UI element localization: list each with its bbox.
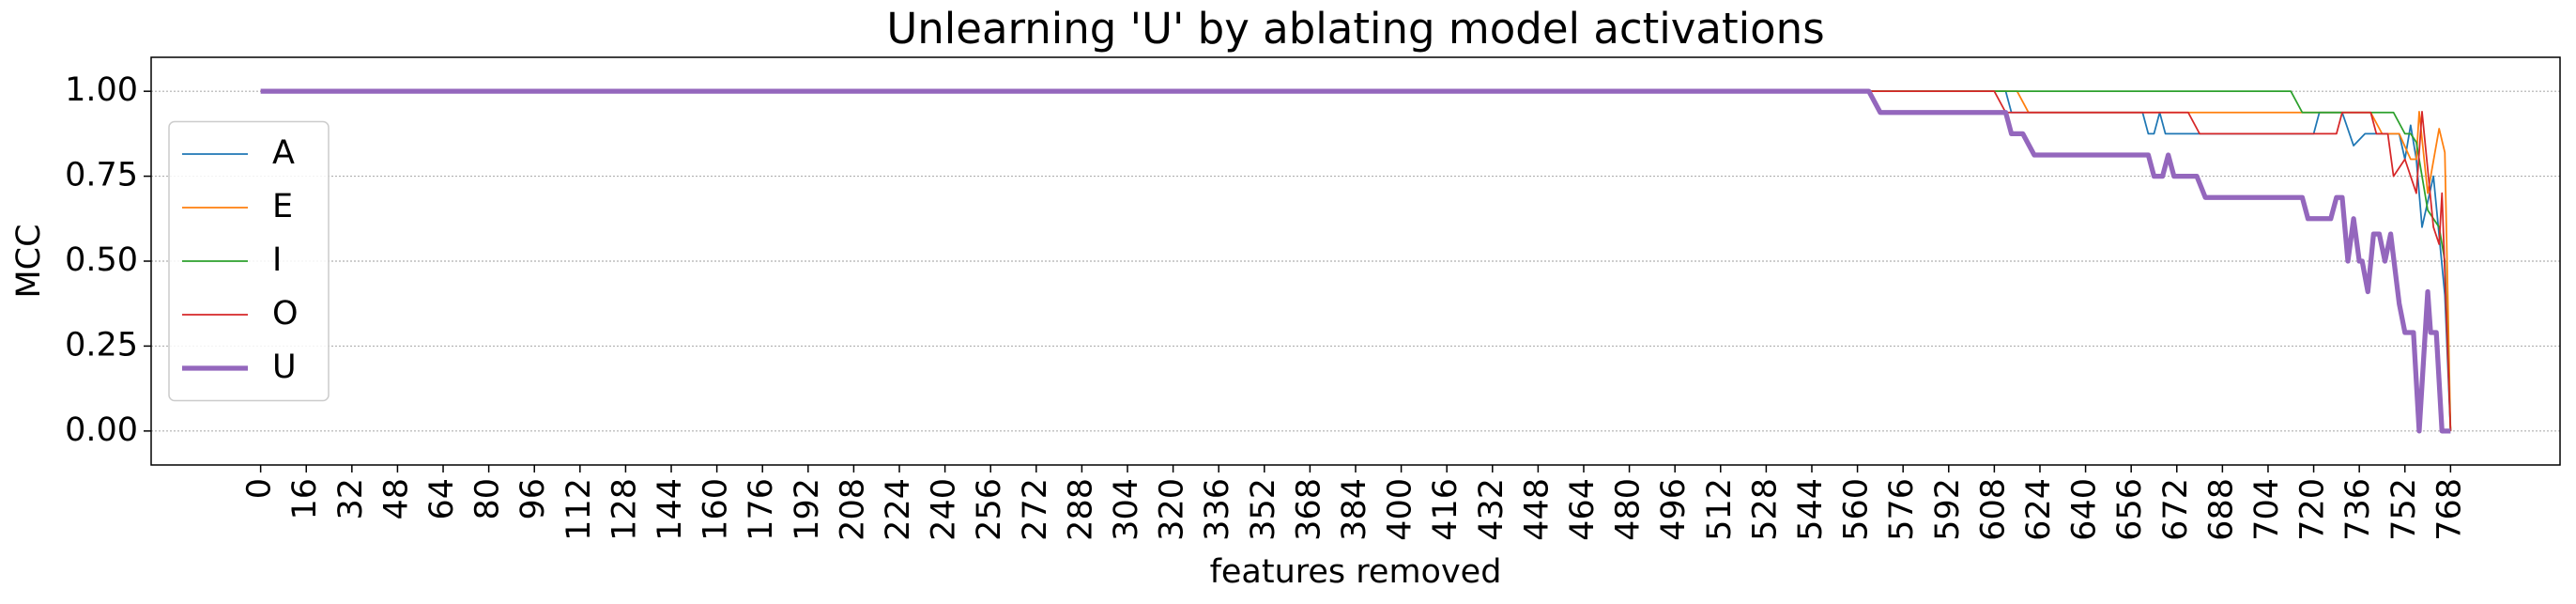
legend-label: E xyxy=(272,188,293,225)
x-tick-label: 448 xyxy=(1518,478,1556,541)
x-tick-label: 672 xyxy=(2157,478,2195,541)
x-tick-label: 416 xyxy=(1427,478,1464,541)
x-tick-label: 48 xyxy=(377,478,415,520)
x-tick-label: 288 xyxy=(1062,478,1099,541)
legend-box xyxy=(168,120,330,402)
x-tick-label: 368 xyxy=(1290,478,1327,541)
legend-label: I xyxy=(272,241,282,279)
x-tick-label: 320 xyxy=(1154,478,1191,541)
x-tick-label: 496 xyxy=(1655,478,1693,541)
x-tick-label: 384 xyxy=(1336,478,1373,541)
y-tick-label: 0.75 xyxy=(65,157,138,194)
x-tick-label: 336 xyxy=(1199,478,1236,541)
x-tick-label: 64 xyxy=(423,478,461,520)
x-tick-label: 80 xyxy=(469,478,507,520)
x-tick-label: 720 xyxy=(2294,478,2332,541)
series-line xyxy=(260,90,2452,431)
x-tick-label: 480 xyxy=(1610,478,1648,541)
x-tick-label: 256 xyxy=(971,478,1008,541)
x-tick-label: 400 xyxy=(1382,478,1419,541)
x-tick-label: 160 xyxy=(698,478,735,541)
x-tick-label: 512 xyxy=(1701,478,1739,541)
y-axis-label: MCC xyxy=(10,224,48,298)
x-tick-label: 192 xyxy=(789,478,826,541)
x-tick-label: 640 xyxy=(2066,478,2104,541)
x-tick-label: 592 xyxy=(1929,478,1967,541)
x-tick-label: 304 xyxy=(1108,478,1145,541)
x-tick-label: 736 xyxy=(2339,478,2377,541)
x-axis-label: features removed xyxy=(1210,553,1502,591)
x-tick-label: 752 xyxy=(2385,478,2423,541)
plot-frame xyxy=(150,56,2561,466)
x-tick-label: 464 xyxy=(1564,478,1602,541)
y-tick-label: 0.50 xyxy=(65,241,138,279)
x-tick-label: 624 xyxy=(2020,478,2058,541)
y-tick-label: 0.25 xyxy=(65,326,138,364)
y-tick-label: 1.00 xyxy=(65,71,138,109)
x-tick-label: 208 xyxy=(834,478,871,541)
series-line xyxy=(260,90,2452,431)
series-line xyxy=(260,88,2451,434)
x-tick-label: 128 xyxy=(606,478,643,541)
x-tick-label: 352 xyxy=(1245,478,1282,541)
x-tick-label: 656 xyxy=(2111,478,2149,541)
y-tick-label: 0.00 xyxy=(65,411,138,449)
x-tick-label: 176 xyxy=(743,478,780,541)
legend-label: A xyxy=(272,134,295,172)
x-tick-label: 0 xyxy=(241,478,279,499)
x-tick-label: 560 xyxy=(1838,478,1876,541)
x-tick-label: 240 xyxy=(926,478,963,541)
x-tick-label: 224 xyxy=(880,478,917,541)
x-tick-label: 112 xyxy=(560,478,598,541)
x-tick-label: 432 xyxy=(1473,478,1510,541)
x-tick-label: 272 xyxy=(1017,478,1054,541)
x-tick-label: 576 xyxy=(1883,478,1921,541)
chart-title: Unlearning 'U' by ablating model activat… xyxy=(886,4,1824,54)
x-tick-label: 768 xyxy=(2430,478,2468,541)
x-tick-label: 528 xyxy=(1746,478,1784,541)
series-line xyxy=(260,90,2452,431)
x-tick-label: 96 xyxy=(514,478,552,520)
x-tick-label: 544 xyxy=(1792,478,1830,541)
x-tick-label: 16 xyxy=(286,478,324,520)
legend-label: O xyxy=(272,295,299,333)
x-tick-label: 144 xyxy=(652,478,689,541)
series-line xyxy=(260,90,2452,431)
x-tick-label: 32 xyxy=(332,478,370,520)
x-tick-label: 704 xyxy=(2248,478,2286,541)
x-tick-label: 608 xyxy=(1974,478,2012,541)
legend-label: U xyxy=(272,348,297,386)
x-tick-label: 688 xyxy=(2202,478,2240,541)
